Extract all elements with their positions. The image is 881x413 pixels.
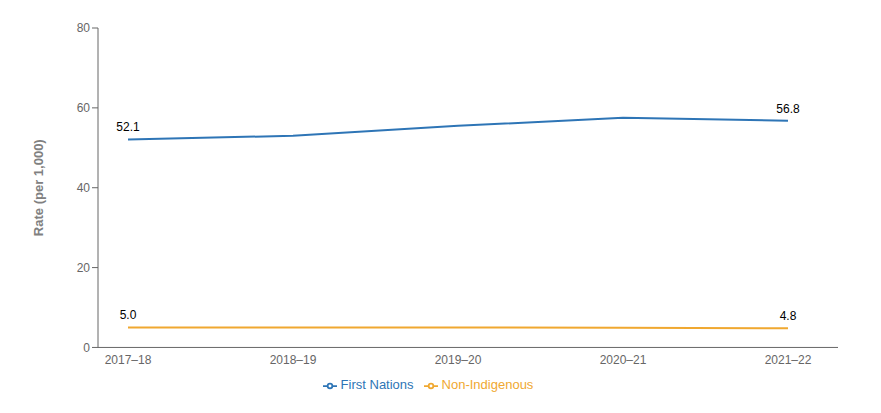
svg-text:80: 80 bbox=[77, 21, 91, 35]
svg-text:2021–22: 2021–22 bbox=[765, 353, 812, 367]
svg-text:4.8: 4.8 bbox=[780, 309, 797, 323]
svg-text:60: 60 bbox=[77, 101, 91, 115]
html-text:Non-Indigenous: Non-Indigenous bbox=[441, 377, 534, 393]
html-text:First Nations: First Nations bbox=[340, 377, 414, 393]
svg-text:2017–18: 2017–18 bbox=[105, 353, 152, 367]
svg-text:52.1: 52.1 bbox=[116, 120, 140, 134]
svg-text:Rate (per 1,000): Rate (per 1,000) bbox=[31, 139, 46, 236]
svg-text:56.8: 56.8 bbox=[776, 102, 800, 116]
svg-text:0: 0 bbox=[83, 341, 90, 355]
svg-text:2020–21: 2020–21 bbox=[600, 353, 647, 367]
svg-text:5.0: 5.0 bbox=[120, 308, 137, 322]
svg-text:2018–19: 2018–19 bbox=[270, 353, 317, 367]
svg-text:40: 40 bbox=[77, 181, 91, 195]
svg-text:20: 20 bbox=[77, 261, 91, 275]
svg-text:2019–20: 2019–20 bbox=[435, 353, 482, 367]
